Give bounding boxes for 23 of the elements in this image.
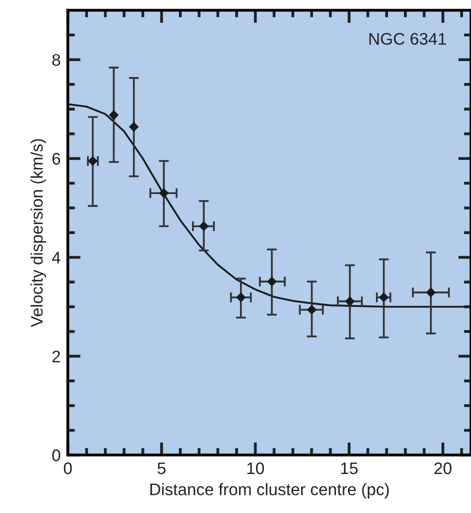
point	[307, 305, 316, 314]
x-tick-label: 15	[341, 462, 358, 474]
point	[159, 188, 168, 198]
x-tick-label: 10	[247, 462, 264, 474]
point	[129, 122, 138, 132]
y-tick-label: 6	[52, 152, 60, 165]
point	[345, 296, 354, 306]
y-tick-label: 2	[52, 350, 60, 362]
annotation: NGC 6341	[369, 32, 446, 45]
point	[379, 292, 388, 302]
y-tick-label: 8	[52, 54, 60, 66]
point	[109, 110, 118, 120]
y-tick-label: 4	[52, 252, 60, 264]
point	[199, 222, 208, 231]
point	[426, 288, 436, 298]
x-axis-title: Distance from cluster centre (pc)	[150, 483, 389, 499]
x-tick-label: 0	[64, 462, 72, 474]
point	[236, 292, 246, 302]
x-tick-label: 5	[158, 462, 166, 474]
y-tick-label: 0	[52, 449, 60, 462]
y-axis-title: Velocity dispersion (km/s)	[30, 139, 46, 328]
point	[267, 276, 276, 286]
x-tick-label: 20	[434, 462, 452, 474]
